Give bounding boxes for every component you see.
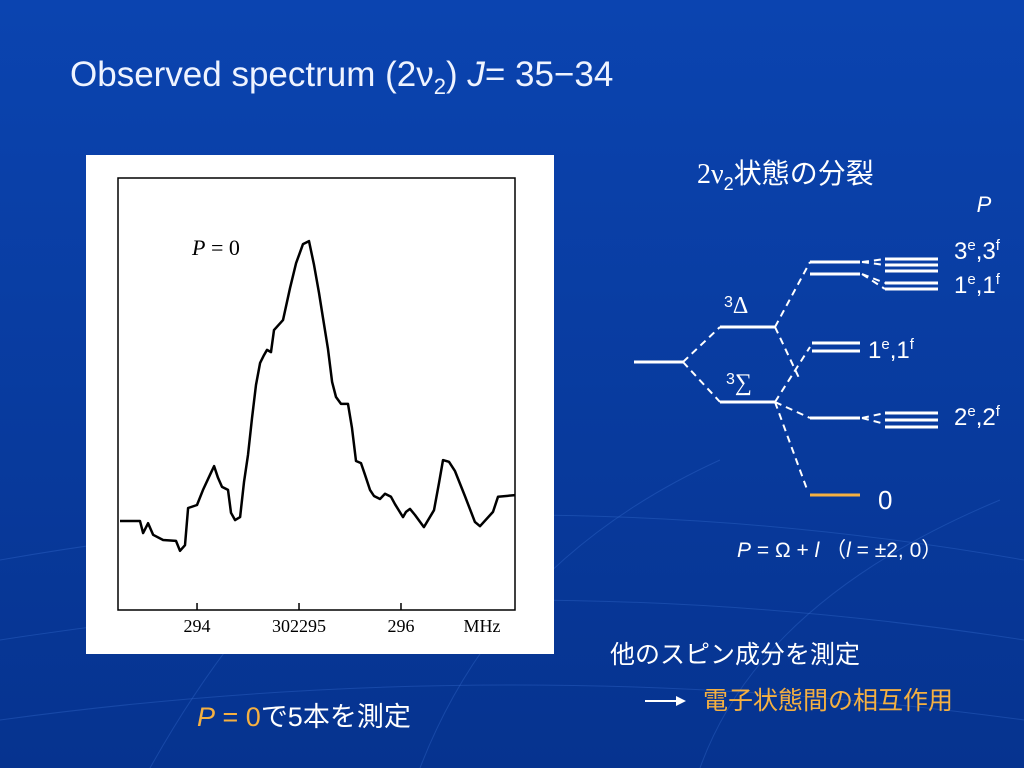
arrow-head xyxy=(676,696,686,706)
note: 電子状態間の相互作用 xyxy=(703,687,953,715)
level-label: 1e,1f xyxy=(868,336,915,364)
spectrum-chart: 294 302295 296 xyxy=(120,239,516,636)
connector xyxy=(861,412,886,425)
x-tick-label: 296 xyxy=(387,616,414,636)
state-label: 3∑ xyxy=(726,370,752,396)
connector xyxy=(682,261,811,493)
x-tick-label: 302295 xyxy=(272,616,326,636)
chart-annotation: P = 0 xyxy=(191,235,240,260)
diagram-heading: 2ν2状態の分裂 xyxy=(697,158,874,194)
chart-panel xyxy=(86,155,554,654)
x-tick-label: 294 xyxy=(184,616,211,636)
note: 他のスピン成分を測定 xyxy=(610,641,860,669)
state-label: 3Δ xyxy=(724,293,748,319)
spectrum-trace xyxy=(120,239,516,553)
x-axis-label: MHz xyxy=(464,616,501,636)
footer-note: P = 0で5本を測定 xyxy=(197,702,411,732)
formula: P = Ω + l （l = ±2, 0） xyxy=(737,539,942,562)
p-header: P xyxy=(977,192,992,217)
slide-title: Observed spectrum (2ν2) J= 35−34 xyxy=(70,55,613,99)
level-label: 2e,2f xyxy=(954,403,1001,431)
level-label: 0 xyxy=(878,485,892,515)
level-diagram xyxy=(634,257,938,497)
level-label: 1e,1f xyxy=(954,271,1001,299)
level-label: 3e,3f xyxy=(954,237,1001,265)
plot-frame xyxy=(117,177,516,611)
